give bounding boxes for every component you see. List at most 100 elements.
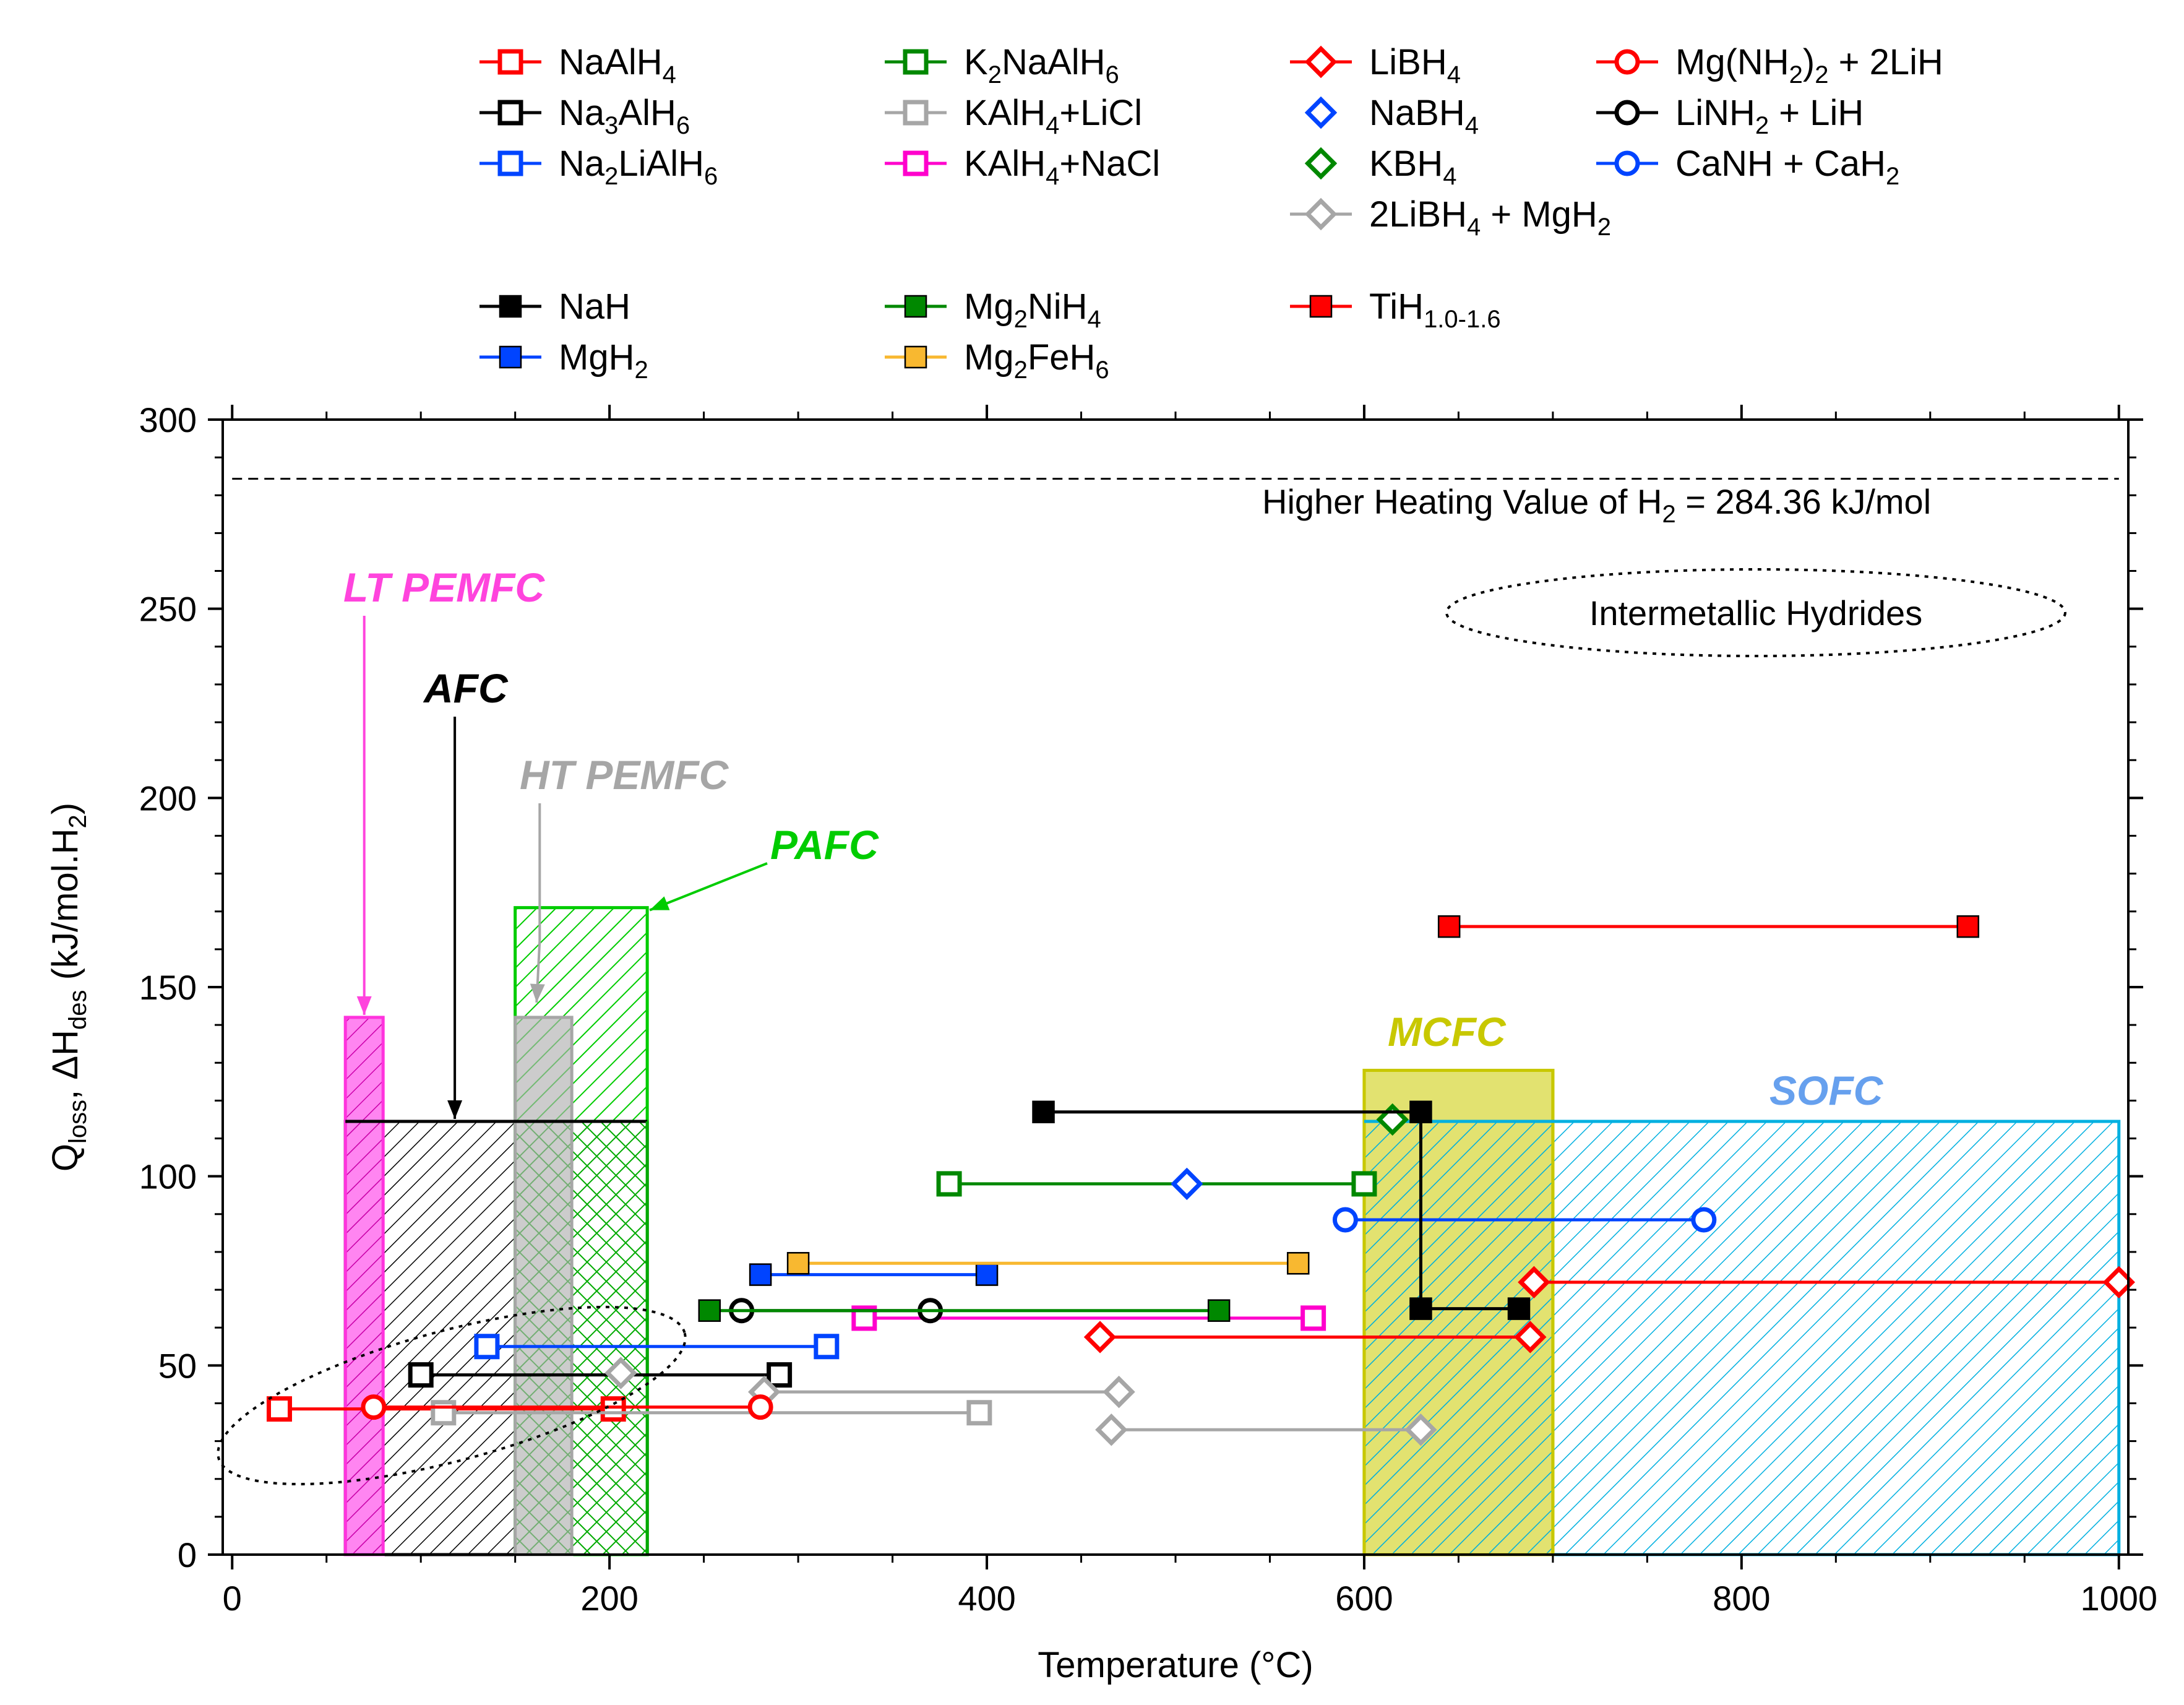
- data-point: [814, 1334, 840, 1360]
- fuel-cell-region-ht-pemfc: [514, 1016, 574, 1556]
- legend-marker: [903, 100, 929, 126]
- axes: 0 200 400 600 800 1000 0 50 100 150 200 250 300 Tempe…: [45, 400, 2157, 1685]
- legend-item-kbh4: KBH4: [1304, 144, 1457, 190]
- legend-label: Na3AlH6: [559, 93, 690, 139]
- legend-marker: [1614, 100, 1640, 126]
- data-point: [1514, 1321, 1547, 1353]
- arrow-afc: [447, 717, 463, 1120]
- legend-label: 2LiBH4 + MgH2: [1369, 194, 1611, 241]
- arrow-pafc: [649, 862, 768, 912]
- legend-marker: [1304, 147, 1338, 180]
- series-mgh2: [749, 1263, 999, 1286]
- legend-item-2libh4-mgh: 2LiBH4 + MgH2: [1290, 194, 1611, 241]
- data-point: [767, 1362, 793, 1388]
- legend-marker: [1614, 49, 1640, 75]
- series-nah: [1032, 1100, 1531, 1320]
- fuel-cell-region-lt-pemfc: [343, 1016, 385, 1556]
- data-point: [936, 1171, 962, 1197]
- legend-label: NaBH4: [1369, 93, 1479, 139]
- data-point: [966, 1400, 992, 1426]
- data-point: [1409, 1297, 1432, 1320]
- data-point: [474, 1334, 500, 1360]
- label-ht-pemfc: HT PEMFC: [520, 752, 729, 798]
- annotations: Higher Heating Value of H2 = 284.36 kJ/m…: [217, 478, 2119, 1486]
- data-point: [361, 1394, 387, 1420]
- legend-label: Na2LiAlH6: [559, 144, 718, 190]
- arrow-lt-pemfc: [356, 616, 372, 1015]
- data-point: [1507, 1297, 1531, 1320]
- series-libh4-b: [1083, 1321, 1547, 1353]
- legend-marker: [904, 295, 927, 318]
- data-point: [1032, 1100, 1055, 1123]
- data-point: [1332, 1207, 1358, 1233]
- legend: NaAlH4 Na3AlH6 Na2LiAlH6 K2NaAlH6 KAlH4+LiCl…: [479, 42, 1943, 384]
- series-mg2feh6: [786, 1252, 1310, 1275]
- legend-marker: [497, 150, 523, 176]
- data-point: [408, 1362, 434, 1388]
- arrow-ht-pemfc: [530, 803, 545, 1003]
- series-mg2nih4: [698, 1299, 1231, 1322]
- x-axis-title: Temperature (°C): [1038, 1645, 1313, 1685]
- legend-label: LiBH4: [1369, 42, 1461, 88]
- data-point: [1409, 1100, 1432, 1123]
- legend-marker: [497, 100, 523, 126]
- legend-marker: [903, 150, 929, 176]
- y-tick-label: 250: [139, 590, 197, 629]
- x-tick-label: 1000: [2080, 1579, 2157, 1618]
- legend-label: NaH: [559, 287, 630, 327]
- legend-item-mg2nih: Mg2NiH4: [885, 287, 1101, 333]
- x-tick-label: 400: [958, 1579, 1015, 1618]
- legend-marker: [497, 49, 523, 75]
- data-point: [1083, 1321, 1117, 1353]
- series-k2naalh6: [936, 1171, 1377, 1197]
- series-canh-cah2: [1332, 1207, 1717, 1233]
- label-afc: AFC: [423, 665, 509, 711]
- series-na3alh6: [408, 1362, 793, 1388]
- legend-label: TiH1.0-1.6: [1369, 287, 1501, 333]
- legend-marker: [1309, 295, 1333, 318]
- legend-item-mgh2: MgH2: [479, 337, 648, 384]
- series-2libh4-mgh2: [748, 1375, 1135, 1409]
- data-point: [1691, 1207, 1717, 1233]
- legend-label: KAlH4+LiCl: [964, 93, 1142, 139]
- x-tick-label: 600: [1335, 1579, 1393, 1618]
- fuel-cell-regions: [343, 906, 2121, 1556]
- data-point: [975, 1263, 999, 1286]
- legend-marker: [903, 49, 929, 75]
- label-mcfc: MCFC: [1388, 1009, 1507, 1055]
- data-point: [749, 1263, 772, 1286]
- series-line: [1043, 1110, 1520, 1311]
- series-kalh4-licl: [431, 1400, 992, 1426]
- legend-item-mg2feh: Mg2FeH6: [885, 337, 1109, 384]
- x-tick-label: 200: [580, 1579, 638, 1618]
- label-sofc: SOFC: [1769, 1068, 1884, 1113]
- hhv-label: Higher Heating Value of H2 = 284.36 kJ/m…: [1262, 482, 1931, 528]
- legend-label: KBH4: [1369, 144, 1457, 190]
- legend-marker: [499, 345, 522, 369]
- data-point: [698, 1299, 721, 1322]
- data-point: [747, 1394, 773, 1420]
- legend-item-linh2-lih: LiNH2 + LiH: [1596, 93, 1864, 139]
- data-point: [786, 1252, 810, 1275]
- data-point: [1437, 915, 1461, 938]
- legend-marker: [1304, 96, 1338, 129]
- series-na2lialh6: [474, 1334, 840, 1360]
- series-mg-nh2-2-2lih: [361, 1394, 773, 1420]
- legend-marker: [904, 345, 927, 369]
- legend-label: CaNH + CaH2: [1675, 144, 1899, 190]
- label-lt-pemfc: LT PEMFC: [343, 564, 545, 610]
- data-point: [1103, 1375, 1135, 1409]
- y-tick-label: 150: [139, 968, 197, 1007]
- legend-marker: [1304, 197, 1338, 231]
- legend-item-nah: NaH: [479, 287, 630, 327]
- y-tick-label: 100: [139, 1157, 197, 1196]
- legend-item-nabh4: NaBH4: [1304, 93, 1479, 139]
- series-tih1-0-1-6: [1437, 915, 1980, 938]
- y-tick-label: 50: [158, 1346, 197, 1385]
- legend-item-canh-cah2: CaNH + CaH2: [1596, 144, 1899, 190]
- y-tick-label: 300: [139, 400, 197, 439]
- legend-item-naalh4: NaAlH4: [479, 42, 676, 88]
- y-tick-label: 200: [139, 779, 197, 818]
- legend-marker: [1304, 45, 1338, 79]
- legend-label: Mg2NiH4: [964, 287, 1101, 333]
